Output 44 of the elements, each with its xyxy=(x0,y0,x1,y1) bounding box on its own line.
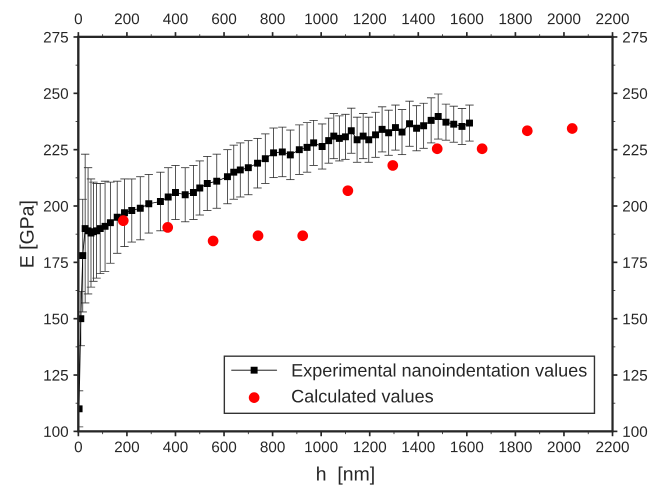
y-tick-label: 250 xyxy=(44,88,68,100)
y2-tick-label: 225 xyxy=(623,144,648,156)
x-axis-title: h [nm] xyxy=(317,466,374,485)
legend-label: Calculated values xyxy=(292,389,434,403)
y-tick-label: 275 xyxy=(44,32,68,43)
y-tick-label: 125 xyxy=(44,370,68,381)
x2-tick-label: 600 xyxy=(212,13,236,24)
x-tick-label: 600 xyxy=(212,442,236,452)
x-tick-label: 800 xyxy=(260,442,285,452)
x-tick-label: 1400 xyxy=(402,442,435,452)
x2-tick-label: 1000 xyxy=(305,13,338,24)
y2-tick-label: 100 xyxy=(623,426,648,438)
x2-tick-label: 1400 xyxy=(402,13,435,24)
y-tick-label: 100 xyxy=(44,426,68,438)
x-tick-label: 1600 xyxy=(451,442,484,452)
x-tick-label: 1000 xyxy=(305,442,338,452)
x2-tick-label: 1600 xyxy=(451,13,484,24)
x2-tick-label: 800 xyxy=(260,13,285,24)
x2-tick-label: 2000 xyxy=(548,13,580,24)
y2-tick-label: 275 xyxy=(623,32,648,43)
x-tick-label: 400 xyxy=(163,442,188,452)
x2-tick-label: 1200 xyxy=(354,13,386,24)
x2-tick-label: 0 xyxy=(74,13,82,24)
y2-tick-label: 250 xyxy=(623,88,648,100)
x-tick-label: 2000 xyxy=(548,442,580,452)
x-tick-label: 2200 xyxy=(596,442,629,452)
y2-tick-label: 200 xyxy=(623,200,648,212)
x-tick-label: 1800 xyxy=(500,442,532,452)
x2-tick-label: 400 xyxy=(163,13,188,24)
y2-tick-label: 125 xyxy=(623,370,648,381)
y-tick-label: 175 xyxy=(44,257,68,268)
x2-tick-label: 2200 xyxy=(596,13,629,24)
y2-tick-label: 150 xyxy=(623,314,648,324)
y-tick-label: 150 xyxy=(44,314,68,324)
x2-tick-label: 200 xyxy=(114,13,140,24)
x-tick-label: 0 xyxy=(74,442,82,452)
x-tick-label: 200 xyxy=(114,442,140,452)
y-axis-title: E [GPa] xyxy=(19,202,38,267)
x-tick-label: 1200 xyxy=(354,442,386,452)
x2-tick-label: 1800 xyxy=(500,13,532,24)
legend-label: Experimental nanoindentation values xyxy=(292,363,587,380)
y-tick-label: 200 xyxy=(44,200,68,212)
y-tick-label: 225 xyxy=(44,144,68,156)
y2-tick-label: 175 xyxy=(623,257,648,268)
